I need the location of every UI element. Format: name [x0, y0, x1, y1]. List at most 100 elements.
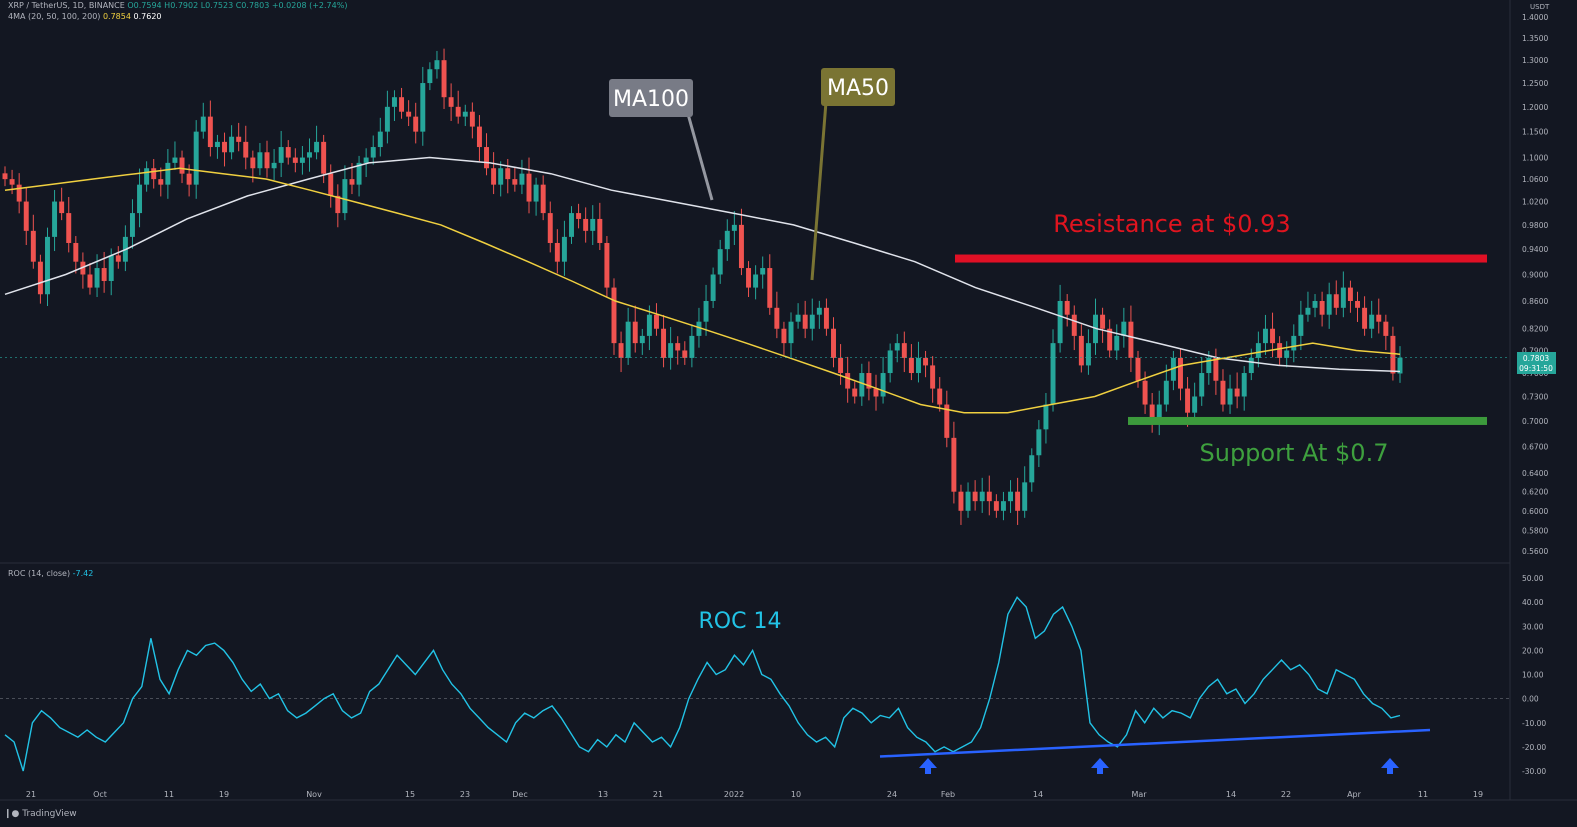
candle-body [795, 314, 801, 322]
candle-body [1085, 343, 1091, 366]
tradingview-brand: TradingView [22, 809, 77, 819]
candle-body [724, 230, 730, 250]
candle-body [434, 60, 440, 70]
candle-body [448, 97, 454, 107]
time-tick-label: Dec [512, 790, 527, 799]
candle-body [1206, 357, 1212, 374]
candle-body [469, 111, 475, 127]
ma100-callout [609, 79, 693, 117]
candle-body [1347, 287, 1353, 301]
time-tick-label: Nov [306, 790, 322, 799]
arrow-up-icon [1091, 758, 1109, 774]
candle-body [1319, 300, 1325, 315]
candle-body [1015, 491, 1021, 511]
candle-body [1397, 357, 1403, 374]
ma50-label: MA50 [827, 76, 889, 101]
candle-body [1241, 373, 1247, 397]
price-tick-label: 1.0600 [1522, 175, 1548, 184]
candle-body [1213, 357, 1219, 381]
price-axis: 1.4000 1.3500 1.3000 1.2500 1.2000 1.1500 1.10… [1522, 13, 1548, 556]
candle-body [930, 365, 936, 389]
candle-body [682, 350, 688, 358]
candle-body [1128, 321, 1134, 358]
price-tick-label: 0.6700 [1522, 442, 1548, 451]
candle-body [1270, 328, 1276, 344]
ma50-callout-line [810, 101, 828, 281]
candle-body [576, 213, 582, 219]
price-tick-label: 1.3000 [1522, 56, 1548, 65]
candle-body [590, 218, 596, 231]
price-tick-label: 0.6400 [1522, 469, 1548, 478]
time-tick-label: 15 [405, 790, 415, 799]
candle-body [717, 249, 723, 275]
candle-body [993, 501, 999, 511]
candle-body [1220, 380, 1226, 405]
candle-body [314, 141, 320, 153]
candle-body [554, 242, 560, 262]
moving-averages [0, 156, 1510, 414]
candle-body [285, 147, 291, 158]
candle-body [809, 314, 815, 329]
candle-body [512, 179, 518, 185]
time-tick-label: 22 [1281, 790, 1291, 799]
candle-body [321, 141, 327, 174]
candle-body [484, 147, 490, 169]
candle-body [753, 274, 759, 288]
candle-body [838, 357, 844, 374]
candle-body [420, 83, 426, 132]
candle-body [1114, 335, 1120, 351]
candle-body [533, 184, 539, 202]
candle-body [1008, 491, 1014, 502]
price-tick-label: 1.0200 [1522, 198, 1548, 207]
time-tick-label: 21 [26, 790, 36, 799]
candle-body [1000, 501, 1006, 511]
candle-body [1355, 300, 1360, 308]
candle-body [958, 491, 964, 511]
candle-body [873, 388, 879, 397]
price-tick-label: 1.2500 [1522, 79, 1548, 88]
candle-body [923, 357, 929, 366]
candle-body [540, 184, 546, 214]
time-tick-label: 21 [653, 790, 663, 799]
candle-body [342, 179, 348, 214]
roc-study-label: ROC (14, close) [8, 569, 71, 578]
candle-body [802, 314, 808, 329]
candle-body [16, 184, 22, 202]
price-tick-label: 1.3500 [1522, 34, 1548, 43]
candle-body [23, 201, 29, 231]
currency-label: USDT [1530, 3, 1550, 11]
candle-body [831, 328, 836, 358]
candle-body [94, 268, 100, 288]
candle-body [59, 201, 65, 214]
candle-body [307, 152, 312, 158]
roc-line [4, 596, 1401, 772]
candle-body [597, 218, 603, 243]
candle-body [611, 287, 617, 344]
roc-tick-label: 10.00 [1522, 671, 1544, 680]
ma100-value: 0.7620 [133, 12, 162, 21]
candle-body [427, 69, 433, 84]
candle-body [894, 343, 900, 351]
candle-body [1333, 294, 1339, 308]
candle-body [1284, 350, 1290, 358]
candle-body [229, 136, 235, 153]
candle-body [455, 106, 461, 117]
candle-body [972, 491, 978, 502]
candle-body [1142, 380, 1148, 405]
roc-axis: 50.00 40.00 30.00 20.00 10.00 0.00 -10.00 -20.0… [1522, 574, 1546, 776]
candle-body [335, 195, 341, 214]
candle-body [1234, 388, 1240, 397]
candle-body [689, 335, 695, 358]
resistance-band [955, 254, 1487, 263]
candle-body [845, 373, 851, 389]
candle-body [653, 314, 659, 329]
price-tick-label: 0.9400 [1522, 245, 1548, 254]
candle-body [908, 357, 914, 374]
price-tick-label: 0.9000 [1522, 270, 1548, 279]
time-tick-label: 13 [598, 790, 608, 799]
candle-body [1340, 287, 1346, 308]
candle-body [1064, 300, 1070, 315]
candle-body [1227, 388, 1233, 405]
time-tick-label: Oct [93, 790, 107, 799]
